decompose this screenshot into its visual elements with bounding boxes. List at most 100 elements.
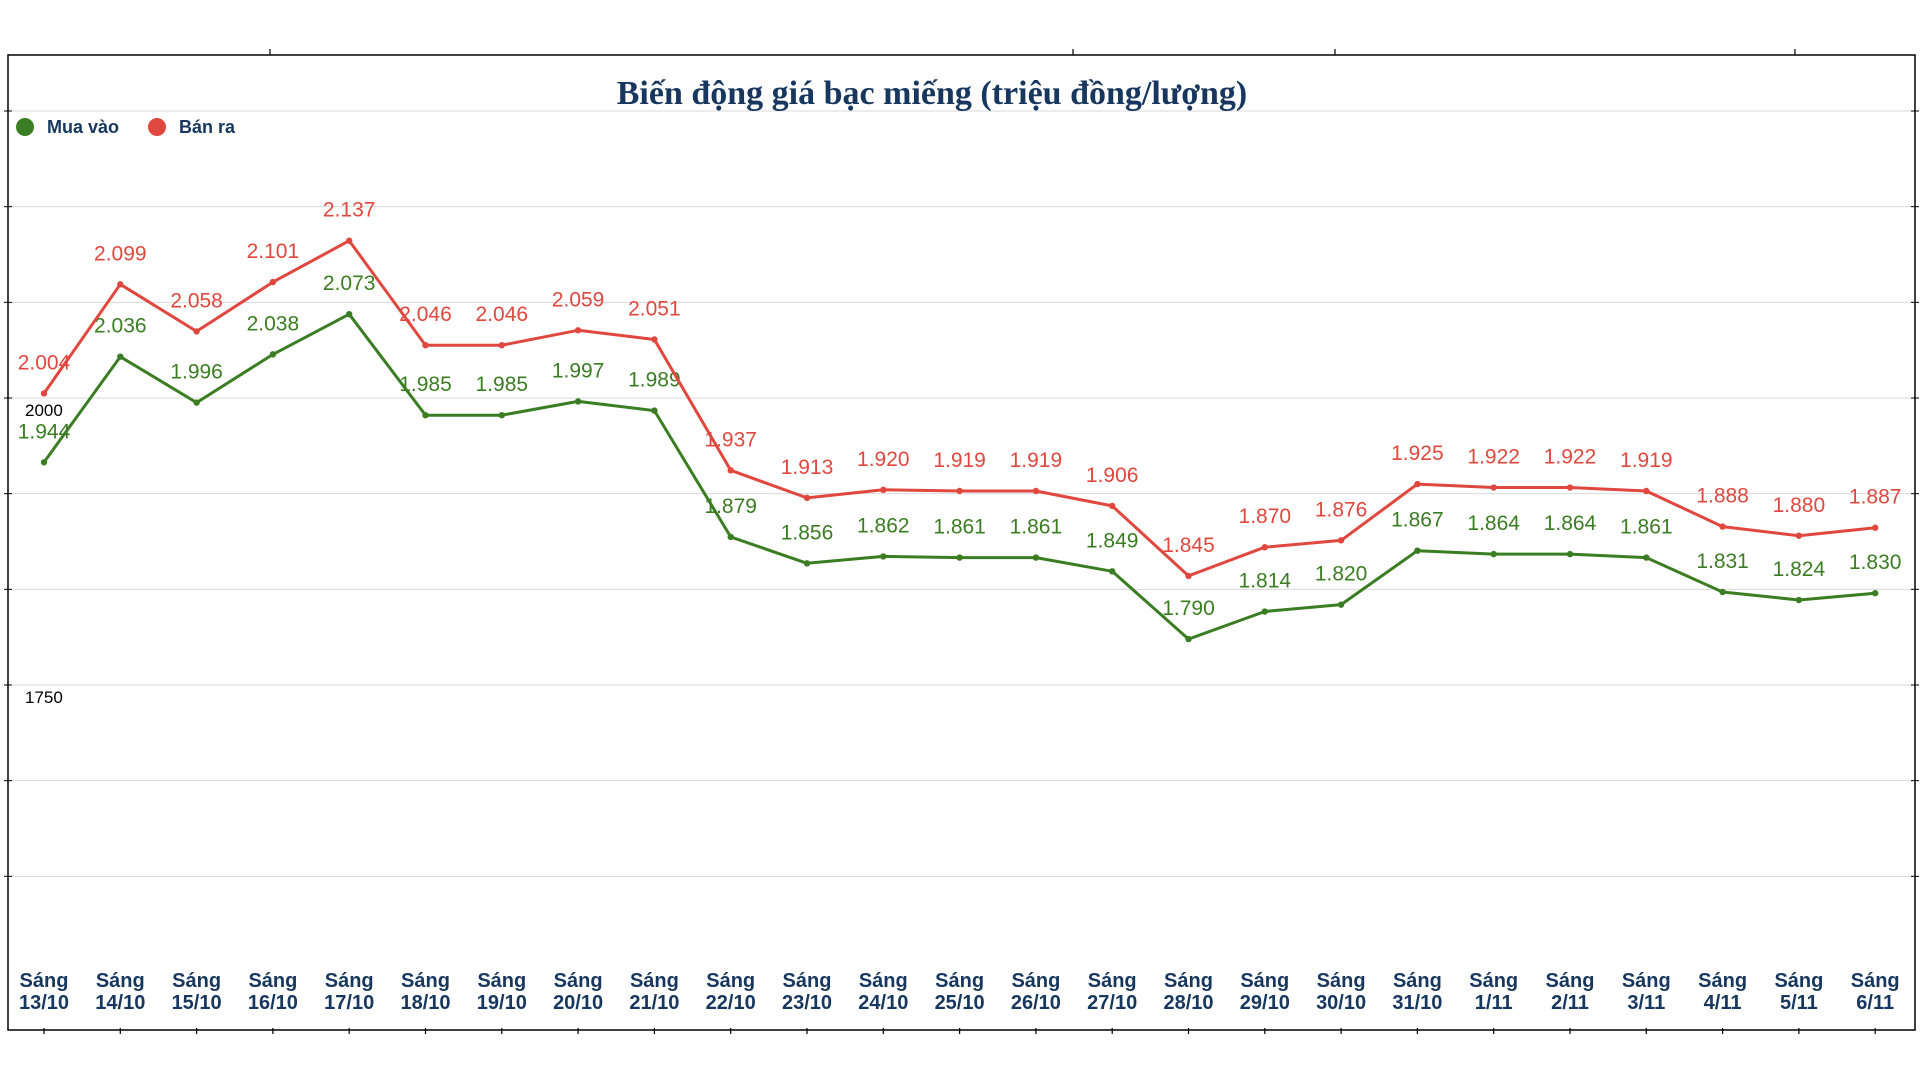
- data-label: 1.887: [1849, 486, 1902, 509]
- data-label: 2.059: [552, 288, 605, 311]
- data-label: 2.073: [323, 272, 376, 295]
- data-label: 1.888: [1696, 485, 1749, 508]
- data-label: 1.861: [1620, 516, 1673, 539]
- data-label: 1.937: [704, 428, 757, 451]
- x-tick-label: Sáng 6/11: [1851, 970, 1900, 1014]
- x-tick-label: Sáng 2/11: [1546, 970, 1595, 1014]
- data-label: 2.137: [323, 199, 376, 222]
- x-tick-label: Sáng 1/11: [1469, 970, 1518, 1014]
- x-tick-label: Sáng 15/10: [172, 970, 222, 1014]
- data-label: 1.944: [18, 420, 71, 443]
- data-point: [727, 467, 734, 474]
- data-label: 1.919: [1010, 449, 1063, 472]
- data-point: [1337, 537, 1345, 544]
- chart-title: Biến động giá bạc miếng (triệu đồng/lượn…: [617, 75, 1248, 112]
- data-label: 1.913: [781, 456, 834, 479]
- data-label: 1.861: [933, 516, 986, 539]
- series-line: [42, 312, 1876, 641]
- series-layer: 1.944 2.036 1.996 2.038 2.073 1.985 1.985 1.997…: [18, 199, 1902, 643]
- data-label: 2.099: [94, 242, 147, 265]
- x-tick-label: Sáng 24/10: [858, 970, 908, 1014]
- data-label: 1.824: [1773, 558, 1826, 581]
- legend-label-ban-ra: Bán ra: [179, 117, 236, 137]
- data-label: 1.879: [704, 495, 757, 518]
- x-tick-label: Sáng 4/11: [1698, 970, 1747, 1014]
- data-point: [1185, 635, 1192, 643]
- data-point: [422, 412, 429, 419]
- y-tick-label: 2000: [25, 401, 63, 420]
- data-point: [1719, 588, 1726, 596]
- legend-marker-ban-ra: [148, 118, 166, 136]
- x-tick-label: Sáng 17/10: [324, 970, 374, 1014]
- data-label: 1.880: [1773, 494, 1826, 517]
- data-point: [1490, 550, 1497, 558]
- data-label: 2.046: [476, 303, 529, 326]
- data-label: 1.989: [628, 369, 681, 392]
- x-tick-label: Sáng 5/11: [1774, 970, 1823, 1014]
- data-label: 1.997: [552, 359, 605, 382]
- data-point: [193, 399, 200, 406]
- x-tick-label: Sáng 30/10: [1316, 970, 1366, 1014]
- data-point: [1261, 544, 1269, 551]
- x-tick-label: Sáng 27/10: [1087, 970, 1137, 1014]
- data-label: 1.876: [1315, 498, 1368, 521]
- data-point: [1872, 524, 1879, 531]
- data-label: 1.849: [1086, 529, 1139, 552]
- data-point: [1872, 589, 1879, 597]
- data-point: [1566, 484, 1574, 491]
- x-tick-label: Sáng 29/10: [1240, 970, 1290, 1014]
- data-label: 1.920: [857, 448, 910, 471]
- data-label: 1.985: [399, 373, 452, 396]
- data-label: 1.922: [1544, 446, 1597, 469]
- data-point: [498, 412, 505, 419]
- y-axis-ticks: 2000 1750: [25, 401, 63, 707]
- x-tick-label: Sáng 28/10: [1163, 970, 1213, 1014]
- legend: Mua vào Bán ra: [16, 117, 236, 137]
- data-label: 1.906: [1086, 464, 1139, 487]
- x-tick-label: Sáng 13/10: [19, 970, 69, 1014]
- x-axis-ticks: Sáng 13/10 Sáng 14/10 Sáng 15/10 Sáng 16/10 Sáng…: [19, 970, 1900, 1034]
- data-point: [40, 390, 48, 397]
- data-point: [956, 554, 963, 561]
- data-point: [1032, 487, 1040, 495]
- x-tick-label: Sáng 19/10: [477, 970, 527, 1014]
- data-point: [498, 341, 505, 349]
- x-tick-label: Sáng 25/10: [935, 970, 985, 1014]
- legend-marker-mua-vao: [16, 118, 34, 136]
- data-point: [574, 327, 582, 334]
- data-label: 1.864: [1467, 512, 1520, 535]
- data-label: 2.046: [399, 303, 452, 326]
- x-tick-label: Sáng 21/10: [629, 970, 679, 1014]
- x-tick-label: Sáng 3/11: [1622, 970, 1671, 1014]
- data-label: 1.814: [1239, 570, 1292, 593]
- data-label: 1.919: [933, 449, 986, 472]
- data-point: [422, 341, 429, 349]
- data-point: [269, 278, 277, 286]
- data-point: [117, 281, 124, 288]
- data-point: [803, 560, 811, 567]
- x-tick-label: Sáng 14/10: [95, 970, 145, 1014]
- data-point: [1719, 523, 1726, 530]
- data-label: 2.004: [18, 351, 71, 374]
- data-point: [651, 336, 658, 343]
- data-label: 1.867: [1391, 509, 1444, 532]
- x-tick-label: Sáng 23/10: [782, 970, 832, 1014]
- data-point: [880, 553, 887, 560]
- data-label: 1.996: [170, 361, 223, 384]
- data-point: [1795, 596, 1803, 604]
- data-point: [574, 398, 582, 405]
- data-point: [1643, 554, 1650, 561]
- data-point: [1337, 601, 1345, 608]
- series-ban-ra: 2.004 2.099 2.058 2.101 2.137 2.046 2.046 2.059…: [18, 199, 1902, 580]
- data-label: 1.862: [857, 514, 910, 537]
- data-label: 1.820: [1315, 563, 1368, 586]
- data-point: [1109, 568, 1116, 575]
- data-label: 1.845: [1162, 534, 1215, 557]
- data-label: 1.870: [1239, 505, 1292, 528]
- data-label: 1.861: [1010, 516, 1063, 539]
- plot-border: [7, 54, 1916, 1031]
- data-label: 2.101: [247, 240, 300, 263]
- x-tick-label: Sáng 20/10: [553, 970, 603, 1014]
- data-point: [117, 353, 124, 360]
- data-point: [1414, 547, 1421, 554]
